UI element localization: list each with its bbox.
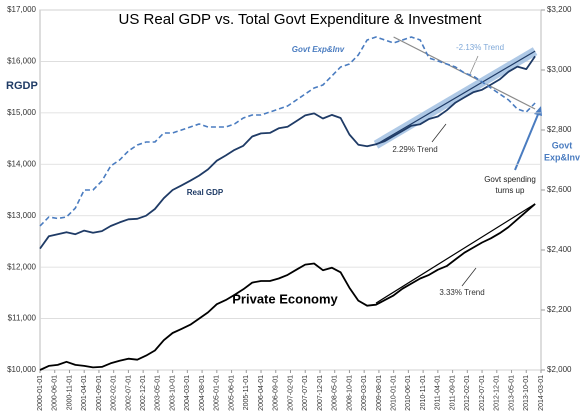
x-tick-label: 2004-08-01 [199,375,206,411]
x-tick-label: 2002-07-01 [125,375,132,411]
x-tick-label: 2006-04-01 [258,375,265,411]
y2-tick-label: $3,000 [547,65,572,74]
x-tick-label: 2008-10-01 [346,375,353,411]
x-tick-label: 2003-10-01 [169,375,176,411]
trend-line [375,50,536,146]
series-line [39,203,536,371]
y-tick-label: $11,000 [8,314,37,323]
x-tick-label: 2000-01-01 [37,375,44,411]
x-tick-label: 2000-11-01 [66,375,73,410]
x-tick-label: 2007-12-01 [317,375,324,411]
x-tick-label: 2003-05-01 [155,375,162,411]
x-tick-label: 2002-02-01 [111,375,118,411]
x-tick-label: 2001-09-01 [96,375,103,411]
trend-label: -2.13% Trend [456,43,504,52]
y-tick-label: $16,000 [7,57,36,66]
x-tick-label: 2007-07-01 [302,375,309,411]
x-tick-label: 2012-07-01 [479,375,486,411]
x-tick-label: 2010-01-01 [390,375,397,411]
y-tick-label: $10,000 [7,365,36,374]
trend-label: 3.33% Trend [439,288,484,297]
x-tick-label: 2011-09-01 [449,375,456,410]
x-tick-label: 2011-04-01 [435,375,442,410]
x-tick-label: 2013-10-01 [523,375,530,411]
chart-title: US Real GDP vs. Total Govt Expenditure &… [119,11,483,28]
x-tick-label: 2010-06-01 [405,375,412,411]
series-label: Real GDP [187,188,224,197]
x-tick-label: 2014-03-01 [538,375,545,411]
series-label: Govt Exp&Inv [292,45,345,54]
x-tick-label: 2010-11-01 [420,375,427,410]
annotation-arrow [514,111,540,171]
y2-tick-label: $2,800 [547,125,572,134]
y-tick-label: $12,000 [7,262,36,271]
y-axis-label: RGDP [6,80,38,92]
annotation: turns up [496,186,525,195]
x-tick-label: 2001-04-01 [81,375,88,411]
x-tick-label: 2012-02-01 [464,375,471,411]
x-tick-label: 2005-01-01 [214,375,221,411]
arrow-head [534,106,542,116]
series-label: Private Economy [232,291,338,306]
x-tick-label: 2002-12-01 [140,375,147,411]
y2-tick-label: $2,000 [547,365,572,374]
y2-tick-label: $2,600 [547,185,572,194]
annotation-arrow [431,123,447,143]
x-tick-label: 2006-09-01 [273,375,280,411]
x-tick-label: 2005-11-01 [243,375,250,410]
x-tick-label: 2009-08-01 [376,375,383,411]
annotation-arrow [469,55,479,75]
x-tick-label: 2013-05-01 [508,375,515,411]
x-tick-label: 2007-02-01 [287,375,294,411]
y2-tick-label: $3,200 [547,5,572,14]
x-tick-label: 2005-06-01 [228,375,235,411]
y-tick-label: $14,000 [7,159,36,168]
trend-label: 2.29% Trend [392,145,437,154]
x-tick-label: 2004-03-01 [184,375,191,411]
series-line [39,55,536,250]
x-tick-label: 2008-05-01 [332,375,339,411]
annotation-arrow [461,267,477,287]
y-tick-label: $17,000 [7,5,36,14]
trend-line [375,203,536,304]
y2-axis-label: Exp&Inv [544,152,580,162]
y-tick-label: $13,000 [7,211,36,220]
x-tick-label: 2012-12-01 [494,375,501,411]
series-line [39,36,536,227]
x-tick-label: 2009-03-01 [361,375,368,411]
y-tick-label: $15,000 [7,108,36,117]
trend-line [393,36,536,110]
y2-tick-label: $2,400 [547,245,572,254]
y2-axis-label: Govt [552,140,573,150]
y2-tick-label: $2,200 [547,305,572,314]
x-tick-label: 2000-06-01 [52,375,59,411]
annotation: Govt spending [484,175,536,184]
